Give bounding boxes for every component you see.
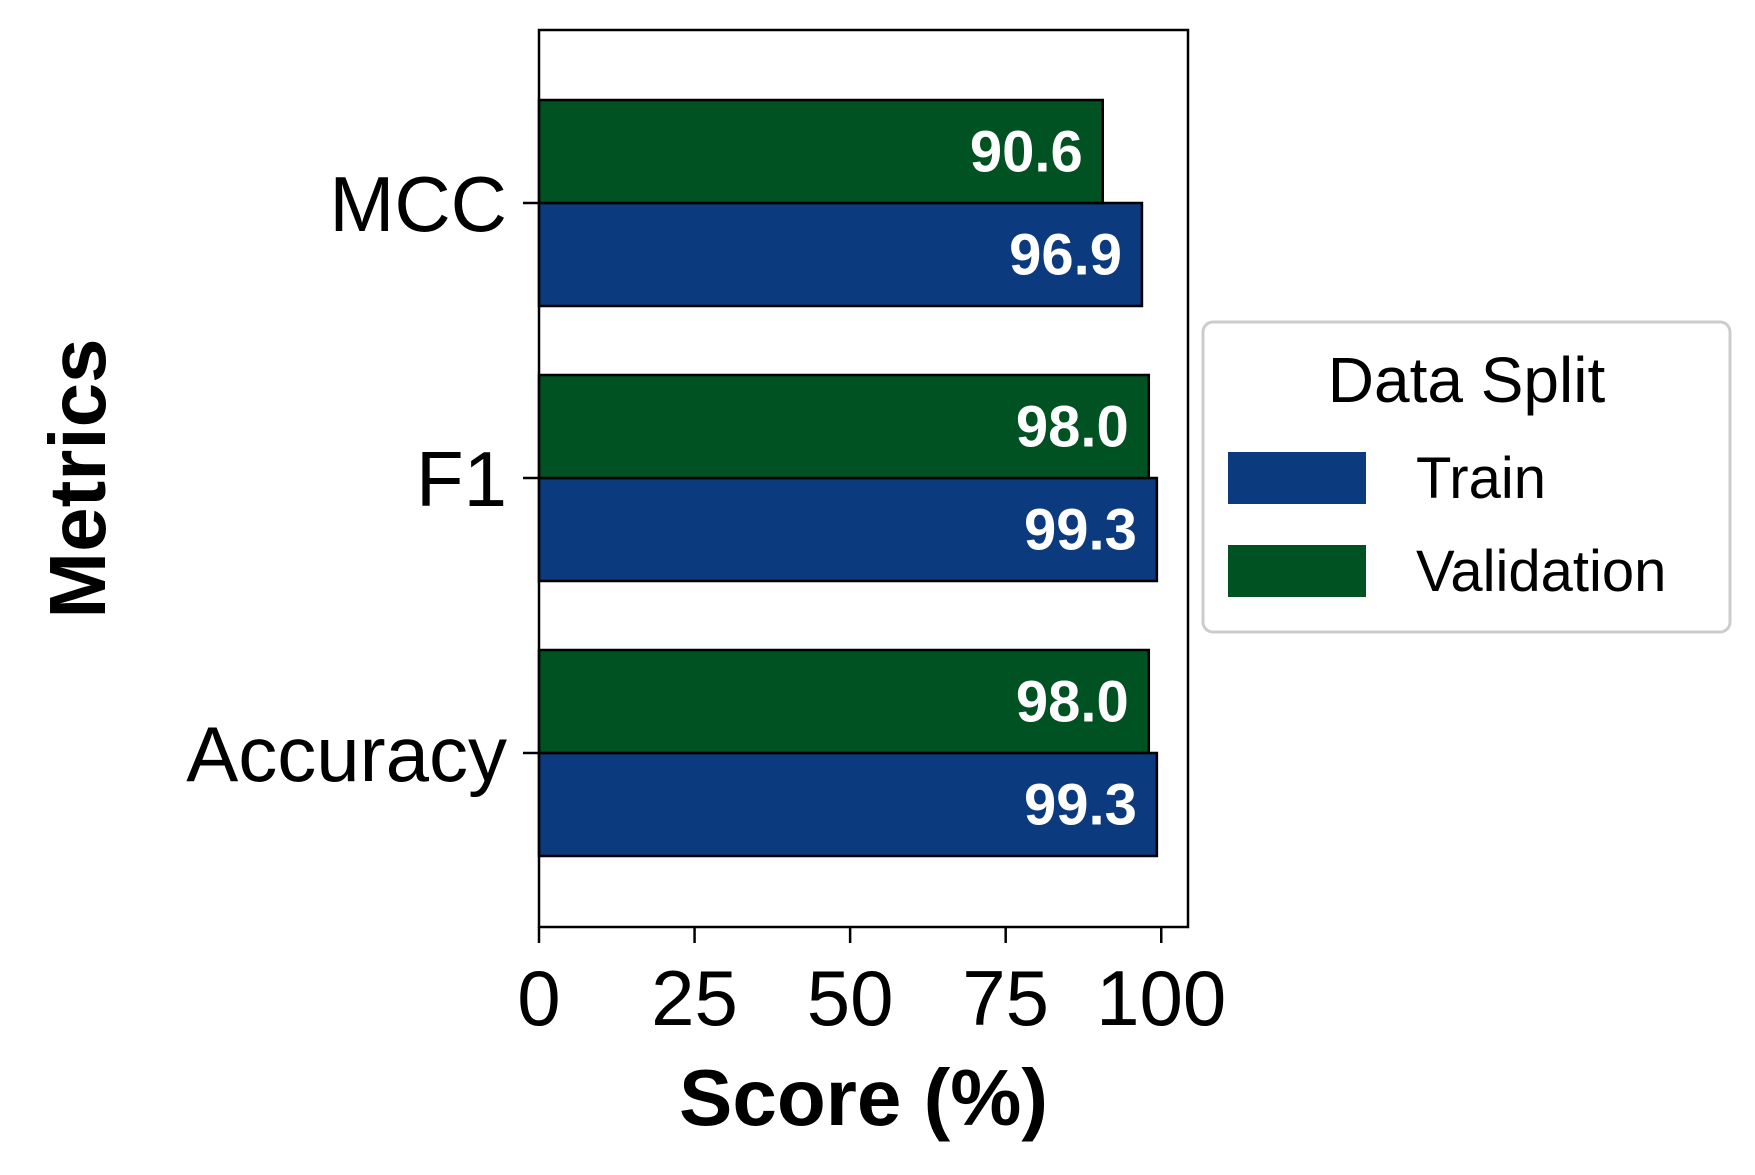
bar-label-validation-f1: 98.0 (1016, 395, 1129, 460)
bar-label-train-mcc: 96.9 (1009, 223, 1122, 288)
y-axis-title: Metrics (33, 338, 122, 618)
legend-label-train: Train (1416, 446, 1546, 511)
bar-label-validation-mcc: 90.6 (970, 120, 1083, 185)
x-axis-title: Score (%) (679, 1053, 1048, 1142)
bar-validation-f1 (537, 373, 1151, 480)
x-tick-label-25: 25 (651, 954, 738, 1042)
x-tick-label-0: 0 (517, 954, 560, 1042)
bar-labels-layer: 99.3 98.0 99.3 98.0 96.9 90.6 (970, 120, 1137, 838)
x-tick-label-75: 75 (962, 954, 1049, 1042)
legend-title: Data Split (1328, 344, 1606, 416)
legend: Data Split Train Validation (1201, 320, 1732, 634)
y-tick-label-accuracy: Accuracy (186, 710, 507, 798)
y-axis: Accuracy F1 MCC (186, 160, 539, 798)
bar-train-accuracy (537, 751, 1159, 858)
bar-label-validation-accuracy: 98.0 (1016, 670, 1129, 735)
bars-layer (537, 98, 1159, 858)
y-tick-label-mcc: MCC (329, 160, 507, 248)
legend-swatch-train (1228, 452, 1366, 504)
legend-items: Train Validation (1228, 446, 1666, 604)
x-tick-label-50: 50 (807, 954, 894, 1042)
legend-label-validation: Validation (1416, 539, 1666, 604)
x-tick-label-100: 100 (1096, 954, 1226, 1042)
bar-validation-mcc (537, 98, 1105, 205)
bar-train-f1 (537, 476, 1159, 583)
bar-validation-accuracy (537, 648, 1151, 755)
y-tick-label-f1: F1 (416, 435, 507, 523)
x-axis: 0 25 50 75 100 (517, 927, 1226, 1042)
bar-label-train-f1: 99.3 (1024, 498, 1137, 563)
legend-swatch-validation (1228, 545, 1366, 597)
bar-label-train-accuracy: 99.3 (1024, 773, 1137, 838)
bar-train-mcc (537, 201, 1144, 308)
